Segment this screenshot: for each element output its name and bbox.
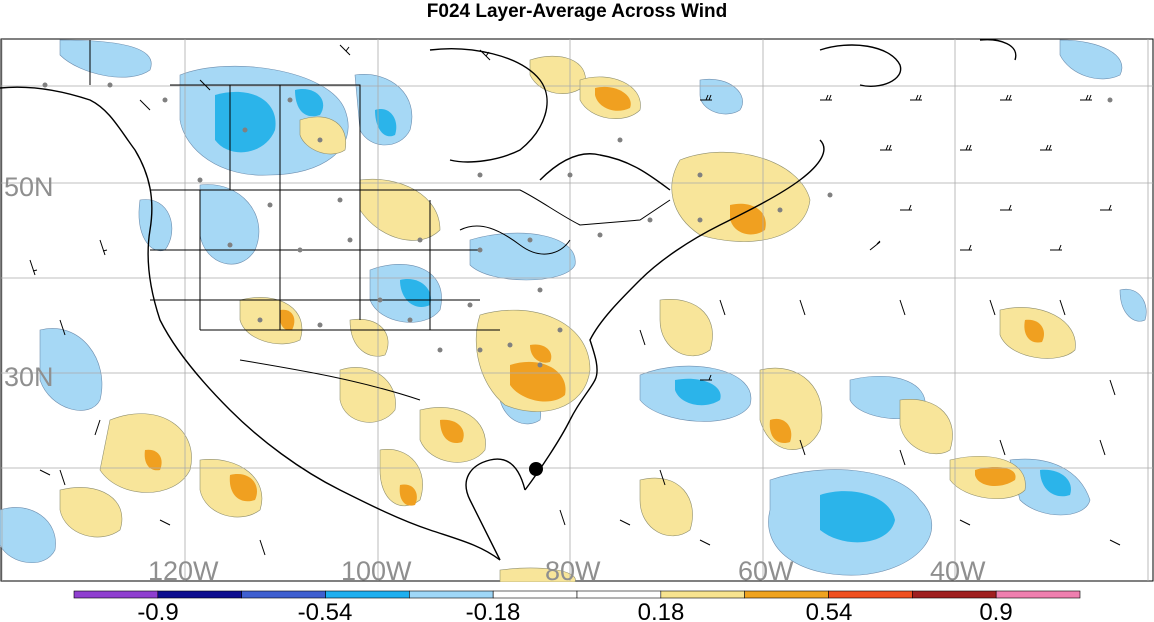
colorbar-swatch bbox=[576, 590, 662, 599]
colorbar-swatch bbox=[409, 590, 494, 599]
colorbar: -0.9 -0.54 -0.18 0.18 0.54 0.9 bbox=[73, 590, 1081, 622]
lat-label-30n: 30N bbox=[4, 362, 54, 392]
colorbar-tick-label: 0.9 bbox=[979, 599, 1012, 622]
colorbar-tick-label: -0.18 bbox=[466, 599, 521, 622]
colorbar-swatch bbox=[744, 590, 829, 599]
colorbar-tick-label: 0.18 bbox=[638, 599, 685, 622]
colorbar-swatch bbox=[912, 590, 997, 599]
across-wind-map: 50N 30N 120W 100W 80W 60W 40W bbox=[0, 38, 1154, 582]
colorbar-swatch bbox=[492, 590, 578, 599]
colorbar-tick-label: 0.54 bbox=[806, 599, 853, 622]
colorbar-swatch bbox=[157, 590, 242, 599]
lat-label-50n: 50N bbox=[4, 172, 54, 202]
colorbar-swatch bbox=[660, 590, 745, 599]
colorbar-swatch bbox=[995, 590, 1081, 599]
station-dots bbox=[42, 82, 1113, 368]
political-borders bbox=[89, 40, 671, 401]
lon-label-100w: 100W bbox=[341, 556, 412, 582]
wind-barbs bbox=[29, 44, 1121, 556]
colorbar-swatches bbox=[73, 590, 1081, 599]
highlight-marker bbox=[529, 462, 543, 476]
colorbar-tick-label: -0.9 bbox=[137, 599, 178, 622]
map-title: F024 Layer-Average Across Wind bbox=[426, 1, 728, 22]
lon-label-60w: 60W bbox=[738, 556, 794, 582]
colorbar-swatch bbox=[325, 590, 410, 599]
lon-label-120w: 120W bbox=[148, 556, 219, 582]
colorbar-swatch bbox=[828, 590, 913, 599]
coastlines bbox=[0, 38, 1017, 561]
positive-shading-orange bbox=[144, 86, 1045, 506]
colorbar-swatch bbox=[241, 590, 326, 599]
lon-label-80w: 80W bbox=[545, 556, 601, 582]
colorbar-tick-label: -0.54 bbox=[298, 599, 353, 622]
negative-shading-light bbox=[0, 39, 1147, 576]
map-frame bbox=[0, 38, 1154, 582]
lon-label-40w: 40W bbox=[930, 556, 986, 582]
lat-lon-grid bbox=[1, 39, 1153, 581]
colorbar-swatch bbox=[73, 590, 159, 599]
